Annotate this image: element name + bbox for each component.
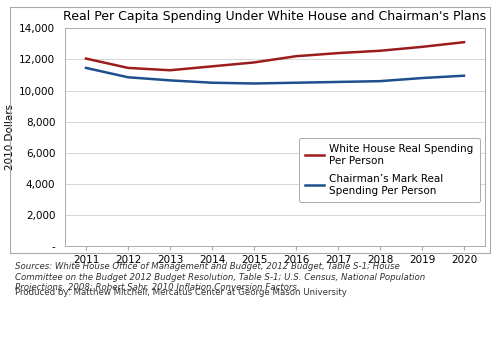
Title: Real Per Capita Spending Under White House and Chairman's Plans: Real Per Capita Spending Under White Hou… [64,10,486,23]
Legend: White House Real Spending
Per Person, Chairman’s Mark Real
Spending Per Person: White House Real Spending Per Person, Ch… [299,138,480,202]
Text: Sources: White House Office of Management and Budget, 2012 Budget, Table S-1; Ho: Sources: White House Office of Managemen… [15,262,425,292]
Y-axis label: 2010 Dollars: 2010 Dollars [5,104,15,170]
Text: Produced by: Matthew Mitchell, Mercatus Center at George Mason University: Produced by: Matthew Mitchell, Mercatus … [15,288,347,297]
